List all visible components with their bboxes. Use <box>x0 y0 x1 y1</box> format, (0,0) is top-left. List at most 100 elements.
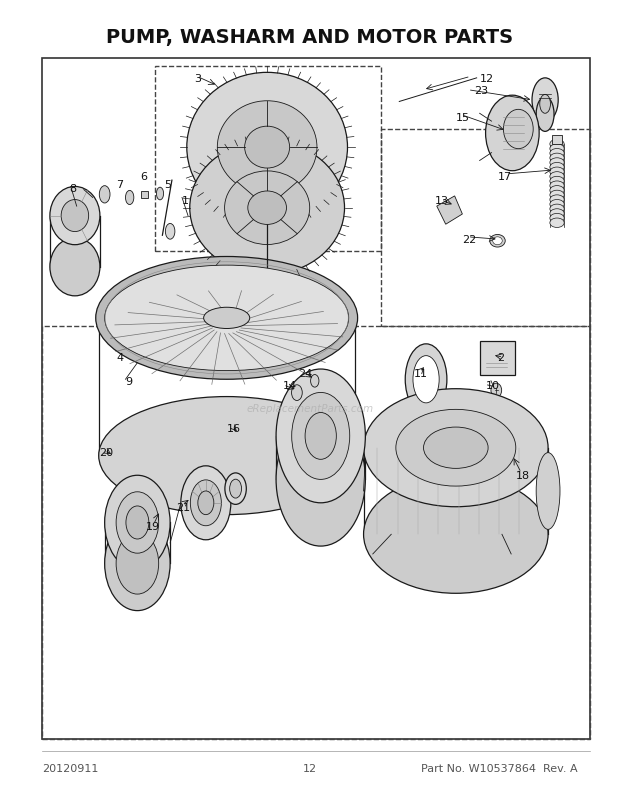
Ellipse shape <box>50 238 100 297</box>
Ellipse shape <box>550 144 564 154</box>
Ellipse shape <box>550 209 564 219</box>
Bar <box>480 342 515 375</box>
Text: 11: 11 <box>414 368 428 379</box>
Ellipse shape <box>126 506 149 539</box>
Text: 12: 12 <box>303 763 317 773</box>
Text: eReplacementParts.com: eReplacementParts.com <box>246 404 374 414</box>
Ellipse shape <box>532 79 558 123</box>
Ellipse shape <box>540 95 551 114</box>
Ellipse shape <box>550 177 564 187</box>
Ellipse shape <box>224 172 310 245</box>
Ellipse shape <box>423 427 488 469</box>
Ellipse shape <box>491 383 502 398</box>
Text: 18: 18 <box>515 471 529 480</box>
Ellipse shape <box>105 265 348 371</box>
Text: 3: 3 <box>194 74 201 83</box>
Ellipse shape <box>413 356 439 403</box>
Ellipse shape <box>291 393 350 480</box>
Text: 1: 1 <box>182 196 189 205</box>
Ellipse shape <box>550 182 564 191</box>
Ellipse shape <box>550 214 564 224</box>
Text: 23: 23 <box>474 86 488 95</box>
Bar <box>155 67 381 252</box>
Ellipse shape <box>550 186 564 196</box>
Ellipse shape <box>187 73 347 223</box>
Ellipse shape <box>550 163 564 172</box>
Ellipse shape <box>156 188 164 200</box>
Ellipse shape <box>550 200 564 209</box>
Ellipse shape <box>490 235 505 248</box>
Ellipse shape <box>218 102 317 194</box>
Text: 17: 17 <box>497 172 511 182</box>
Ellipse shape <box>493 237 502 245</box>
Ellipse shape <box>363 389 548 507</box>
Ellipse shape <box>125 191 134 205</box>
Ellipse shape <box>485 96 539 172</box>
Ellipse shape <box>550 149 564 159</box>
Ellipse shape <box>311 375 319 387</box>
Text: 16: 16 <box>227 423 241 434</box>
Ellipse shape <box>198 492 214 515</box>
Ellipse shape <box>229 480 242 499</box>
Ellipse shape <box>405 344 447 415</box>
Bar <box>42 326 590 739</box>
Ellipse shape <box>503 110 533 149</box>
Text: 24: 24 <box>298 368 312 379</box>
Text: 10: 10 <box>485 380 500 391</box>
Ellipse shape <box>50 187 100 245</box>
Ellipse shape <box>225 473 246 504</box>
Ellipse shape <box>116 533 159 594</box>
Ellipse shape <box>550 191 564 200</box>
Text: 22: 22 <box>462 235 476 245</box>
Text: 19: 19 <box>146 522 161 532</box>
Text: 7: 7 <box>117 180 123 190</box>
Ellipse shape <box>550 159 564 168</box>
Text: 2: 2 <box>497 353 505 363</box>
Text: 8: 8 <box>69 184 76 194</box>
Text: PUMP, WASHARM AND MOTOR PARTS: PUMP, WASHARM AND MOTOR PARTS <box>107 27 513 47</box>
Ellipse shape <box>550 205 564 214</box>
Text: 13: 13 <box>435 196 449 205</box>
Ellipse shape <box>181 466 231 540</box>
Polygon shape <box>436 196 463 225</box>
Text: 21: 21 <box>176 502 190 512</box>
Ellipse shape <box>105 516 170 611</box>
Ellipse shape <box>248 192 286 225</box>
Bar <box>42 59 590 739</box>
Text: 6: 6 <box>140 172 148 182</box>
Ellipse shape <box>99 397 355 515</box>
Ellipse shape <box>99 186 110 204</box>
Ellipse shape <box>276 413 365 546</box>
Ellipse shape <box>305 413 336 460</box>
Ellipse shape <box>190 480 221 526</box>
Ellipse shape <box>95 257 358 380</box>
Ellipse shape <box>245 127 290 169</box>
Text: 9: 9 <box>125 376 133 387</box>
Ellipse shape <box>363 476 548 593</box>
Ellipse shape <box>550 172 564 182</box>
Ellipse shape <box>396 410 516 487</box>
Text: 20: 20 <box>99 447 113 457</box>
Ellipse shape <box>166 224 175 240</box>
Ellipse shape <box>550 140 564 149</box>
Ellipse shape <box>550 154 564 164</box>
Text: 20120911: 20120911 <box>42 763 99 773</box>
Text: 14: 14 <box>283 380 298 391</box>
Bar <box>141 192 148 199</box>
Ellipse shape <box>116 492 159 553</box>
Text: 4: 4 <box>117 353 123 363</box>
Ellipse shape <box>105 476 170 570</box>
Ellipse shape <box>61 200 89 233</box>
Ellipse shape <box>550 168 564 177</box>
Bar <box>381 130 590 326</box>
Ellipse shape <box>203 308 250 329</box>
Bar <box>552 136 562 145</box>
Ellipse shape <box>536 98 554 132</box>
Text: 5: 5 <box>164 180 171 190</box>
Ellipse shape <box>550 196 564 205</box>
Text: 12: 12 <box>480 74 494 83</box>
Ellipse shape <box>550 219 564 229</box>
Ellipse shape <box>291 385 303 401</box>
Ellipse shape <box>536 453 560 529</box>
Ellipse shape <box>190 142 345 275</box>
